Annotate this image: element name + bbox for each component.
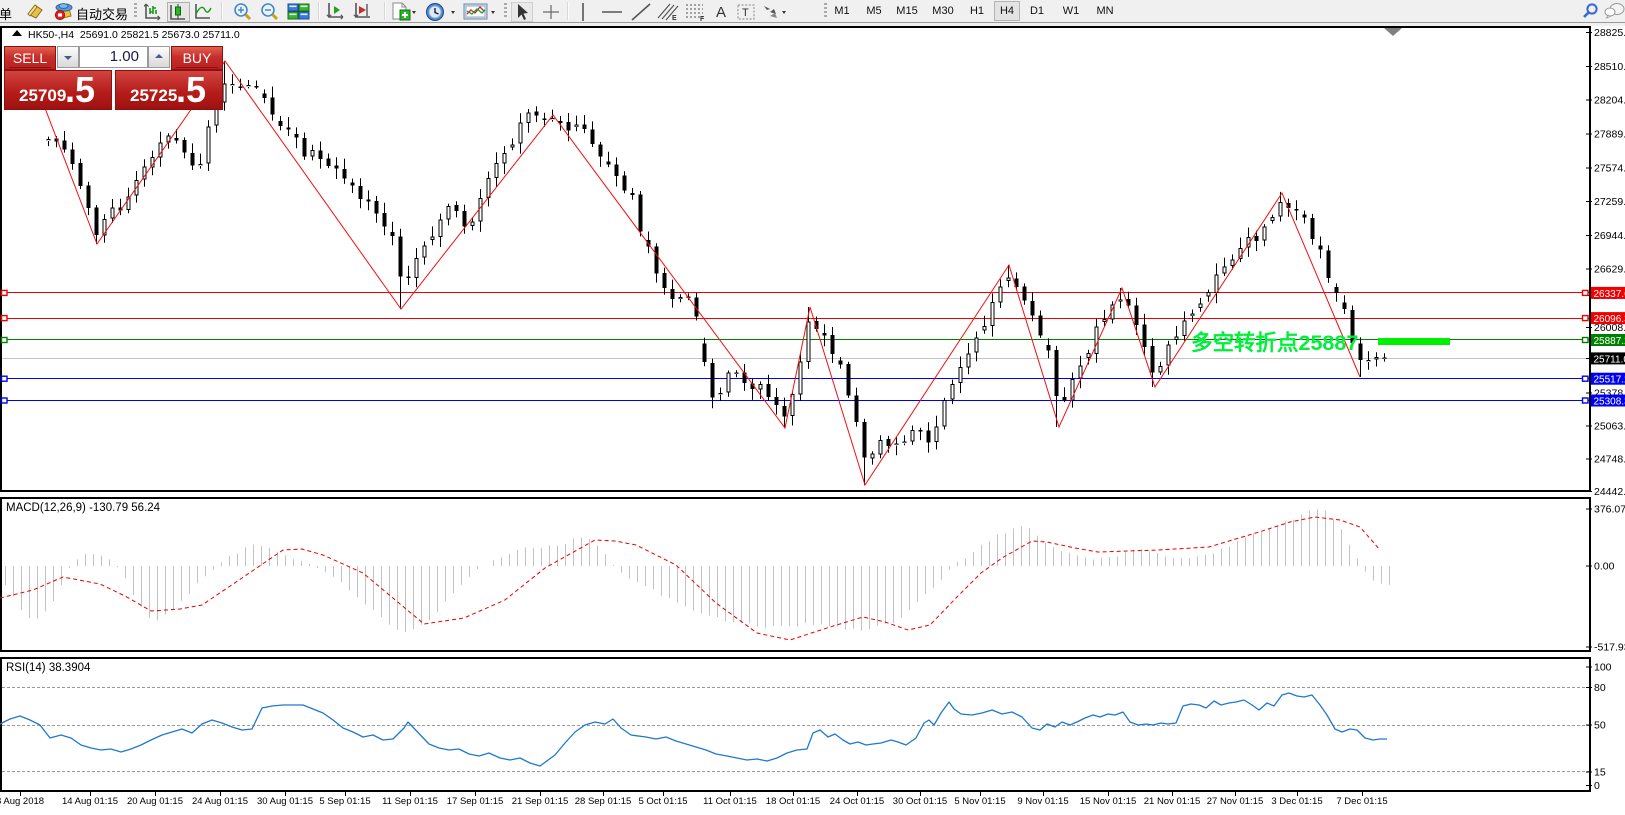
svg-text:25887.2: 25887.2 xyxy=(1594,336,1625,347)
svg-text:0: 0 xyxy=(1594,780,1600,792)
svg-text:11 Sep 01:15: 11 Sep 01:15 xyxy=(382,796,438,807)
svg-text:50: 50 xyxy=(1594,720,1606,732)
svg-text:5 Sep 01:15: 5 Sep 01:15 xyxy=(319,796,370,807)
svg-text:25711.0: 25711.0 xyxy=(1594,354,1625,365)
svg-text:27574.0: 27574.0 xyxy=(1594,162,1625,174)
svg-text:3 Dec 01:15: 3 Dec 01:15 xyxy=(1271,796,1322,807)
svg-text:20 Aug 01:15: 20 Aug 01:15 xyxy=(127,796,183,807)
svg-text:28204.0: 28204.0 xyxy=(1594,95,1625,107)
svg-text:26944.0: 26944.0 xyxy=(1594,230,1625,242)
svg-text:27889.0: 27889.0 xyxy=(1594,129,1625,141)
svg-text:T: T xyxy=(742,7,749,19)
svg-text:18 Oct 01:15: 18 Oct 01:15 xyxy=(766,796,820,807)
svg-text:25063.0: 25063.0 xyxy=(1594,421,1625,433)
svg-text:5 Nov 01:15: 5 Nov 01:15 xyxy=(954,796,1005,807)
svg-text:27 Nov 01:15: 27 Nov 01:15 xyxy=(1207,796,1264,807)
svg-text:5 Oct 01:15: 5 Oct 01:15 xyxy=(638,796,687,807)
svg-text:26096.3: 26096.3 xyxy=(1594,314,1625,325)
svg-text:11 Oct 01:15: 11 Oct 01:15 xyxy=(703,796,757,807)
svg-text:80: 80 xyxy=(1594,682,1606,694)
svg-text:15: 15 xyxy=(1594,766,1606,778)
svg-text:E: E xyxy=(672,15,677,22)
svg-text:100: 100 xyxy=(1594,662,1612,674)
svg-text:24 Oct 01:15: 24 Oct 01:15 xyxy=(830,796,884,807)
svg-text:376.07: 376.07 xyxy=(1594,504,1625,516)
svg-text:25517.2: 25517.2 xyxy=(1594,375,1625,386)
svg-text:30 Oct 01:15: 30 Oct 01:15 xyxy=(893,796,947,807)
svg-text:多空转折点25887: 多空转折点25887 xyxy=(1191,330,1358,355)
svg-text:27259.0: 27259.0 xyxy=(1594,196,1625,208)
svg-text:14 Aug 01:15: 14 Aug 01:15 xyxy=(62,796,118,807)
svg-text:28825.0: 28825.0 xyxy=(1594,27,1625,39)
svg-text:17 Sep 01:15: 17 Sep 01:15 xyxy=(447,796,504,807)
svg-text:21 Nov 01:15: 21 Nov 01:15 xyxy=(1144,796,1201,807)
svg-text:MACD(12,26,9) -130.79 56.24: MACD(12,26,9) -130.79 56.24 xyxy=(6,502,161,514)
svg-text:21 Sep 01:15: 21 Sep 01:15 xyxy=(512,796,569,807)
svg-text:28 Sep 01:15: 28 Sep 01:15 xyxy=(575,796,632,807)
svg-text:0.00: 0.00 xyxy=(1594,561,1615,573)
svg-text:30 Aug 01:15: 30 Aug 01:15 xyxy=(257,796,313,807)
svg-text:-517.93: -517.93 xyxy=(1594,642,1625,654)
svg-text:F: F xyxy=(700,16,705,22)
svg-text:26008.0: 26008.0 xyxy=(1594,322,1625,334)
svg-text:HK50-,H4 25691.0 25821.5 2567: HK50-,H4 25691.0 25821.5 25673.0 25711.0 xyxy=(28,29,240,41)
svg-text:25308.3: 25308.3 xyxy=(1594,397,1625,408)
svg-text:24 Aug 01:15: 24 Aug 01:15 xyxy=(192,796,248,807)
svg-text:26337.6: 26337.6 xyxy=(1594,289,1625,300)
svg-text:15 Nov 01:15: 15 Nov 01:15 xyxy=(1080,796,1137,807)
svg-text:24442.0: 24442.0 xyxy=(1594,486,1625,498)
svg-text:8 Aug 2018: 8 Aug 2018 xyxy=(0,796,44,807)
svg-text:RSI(14) 38.3904: RSI(14) 38.3904 xyxy=(6,662,91,674)
svg-text:9 Nov 01:15: 9 Nov 01:15 xyxy=(1017,796,1068,807)
svg-text:A: A xyxy=(716,4,726,21)
svg-text:26629.0: 26629.0 xyxy=(1594,264,1625,276)
svg-text:7 Dec 01:15: 7 Dec 01:15 xyxy=(1336,796,1387,807)
svg-text:24748.0: 24748.0 xyxy=(1594,454,1625,466)
svg-text:28510.0: 28510.0 xyxy=(1594,61,1625,73)
